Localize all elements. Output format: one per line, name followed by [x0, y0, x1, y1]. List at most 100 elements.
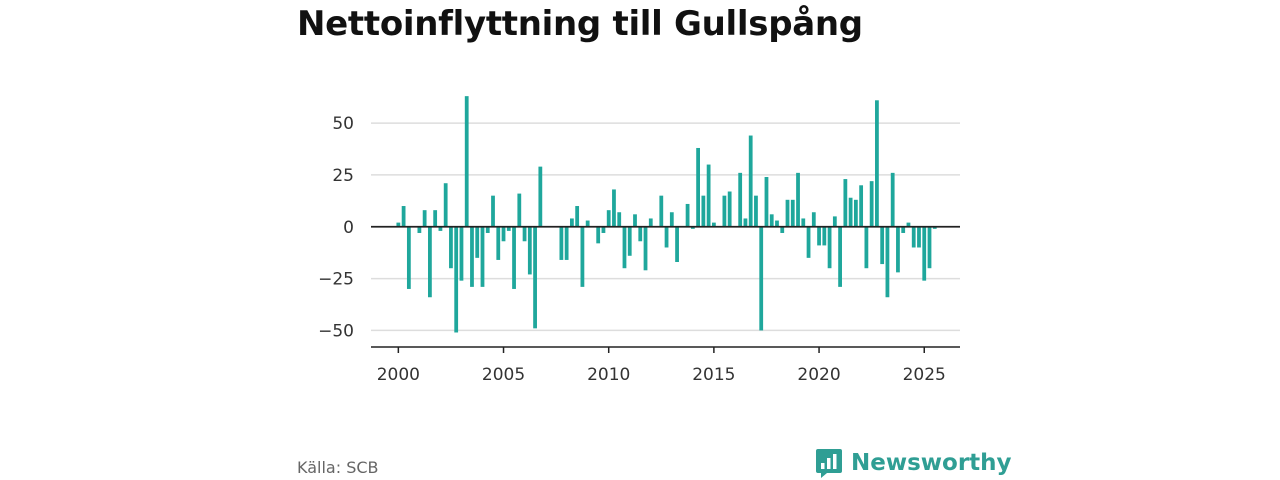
data-bar — [890, 172, 895, 227]
data-bar — [885, 226, 890, 298]
y-tick-label: −50 — [318, 321, 354, 341]
data-bar — [927, 226, 932, 269]
data-bar — [517, 193, 522, 227]
data-bar — [438, 226, 443, 231]
data-bar — [512, 226, 516, 289]
data-bar — [475, 226, 480, 258]
data-bar — [406, 226, 411, 289]
data-bar — [906, 222, 911, 227]
data-bar — [622, 226, 627, 269]
data-bar — [585, 220, 590, 227]
data-bar — [817, 226, 821, 246]
data-bar — [422, 210, 427, 227]
data-bar — [564, 226, 569, 260]
data-bar — [706, 164, 711, 227]
data-bar — [743, 218, 748, 227]
y-tick-label: −25 — [318, 270, 354, 290]
data-bar — [780, 226, 785, 233]
data-bar — [911, 226, 916, 248]
data-bar — [796, 172, 800, 227]
data-bar — [612, 189, 616, 227]
data-bar — [470, 226, 474, 287]
data-bar — [790, 199, 795, 227]
data-bar — [669, 212, 674, 227]
data-bar — [827, 226, 832, 269]
data-bar — [527, 226, 532, 275]
data-bar — [443, 183, 448, 227]
data-bar — [711, 222, 716, 227]
y-tick-label: 0 — [343, 218, 354, 238]
data-bar — [917, 226, 921, 248]
data-bar — [859, 185, 864, 227]
x-tick-label: 2025 — [903, 365, 946, 385]
data-bar — [627, 226, 632, 256]
data-bar — [701, 195, 706, 227]
y-tick-label: 50 — [332, 114, 354, 134]
data-bar — [480, 226, 485, 287]
data-bar — [785, 199, 790, 227]
data-bar — [538, 166, 543, 227]
data-bar — [449, 226, 453, 269]
data-bar — [569, 218, 574, 227]
data-bar — [901, 226, 906, 233]
data-bar — [764, 177, 769, 227]
data-bar — [606, 210, 611, 227]
data-bar — [869, 181, 874, 227]
data-bar — [696, 147, 700, 227]
bar-chart: −50 −25 0 25 50 2000 2005 2010 2015 2020 2025 — [318, 96, 960, 385]
data-bar — [648, 218, 653, 227]
source-note: Källa: SCB — [297, 458, 379, 477]
data-bar — [875, 100, 879, 227]
data-bar — [454, 226, 459, 333]
data-bar — [806, 226, 811, 258]
data-bar — [769, 214, 774, 227]
data-bar — [401, 206, 406, 227]
data-bar — [838, 226, 842, 287]
y-tick-label: 25 — [332, 166, 354, 186]
data-bar — [617, 212, 622, 227]
data-bar — [822, 226, 827, 246]
data-bar — [811, 212, 816, 227]
x-tick-label: 2020 — [797, 365, 840, 385]
data-bar — [880, 226, 885, 265]
brand-name: Newsworthy — [851, 450, 1012, 476]
brand-logo: Newsworthy — [815, 447, 1012, 479]
data-bar — [848, 197, 853, 227]
data-bar — [759, 226, 764, 331]
data-bar — [675, 226, 679, 262]
data-bar — [722, 195, 727, 227]
data-bar — [459, 226, 464, 281]
data-bar — [932, 226, 937, 229]
data-bar — [464, 96, 469, 227]
data-bar — [533, 226, 537, 329]
data-bar — [580, 226, 585, 287]
data-bar — [690, 226, 695, 229]
data-bar — [596, 226, 601, 244]
data-bar — [727, 191, 732, 227]
data-bar — [775, 220, 779, 227]
newsworthy-logo-icon — [816, 449, 842, 478]
data-bar — [864, 226, 869, 269]
data-bar — [664, 226, 669, 248]
data-bar — [506, 226, 511, 231]
data-bar — [853, 199, 858, 227]
x-tick-label: 2015 — [692, 365, 735, 385]
data-bar — [659, 195, 664, 227]
data-bar — [501, 226, 506, 242]
x-tick-label: 2010 — [587, 365, 630, 385]
data-bar — [559, 226, 564, 260]
data-bar — [417, 226, 422, 233]
data-bar — [396, 222, 401, 227]
data-bar — [496, 226, 501, 260]
data-bar — [843, 179, 848, 227]
data-bar — [433, 210, 438, 227]
data-bar — [754, 195, 758, 227]
x-tick-label: 2005 — [482, 365, 525, 385]
data-bar — [638, 226, 643, 242]
data-bar — [922, 226, 927, 281]
data-bar — [601, 226, 606, 233]
chart-title: Nettoinflyttning till Gullspång — [297, 4, 863, 44]
data-bar — [832, 216, 837, 227]
data-bar — [801, 218, 806, 227]
data-bar — [685, 203, 690, 227]
